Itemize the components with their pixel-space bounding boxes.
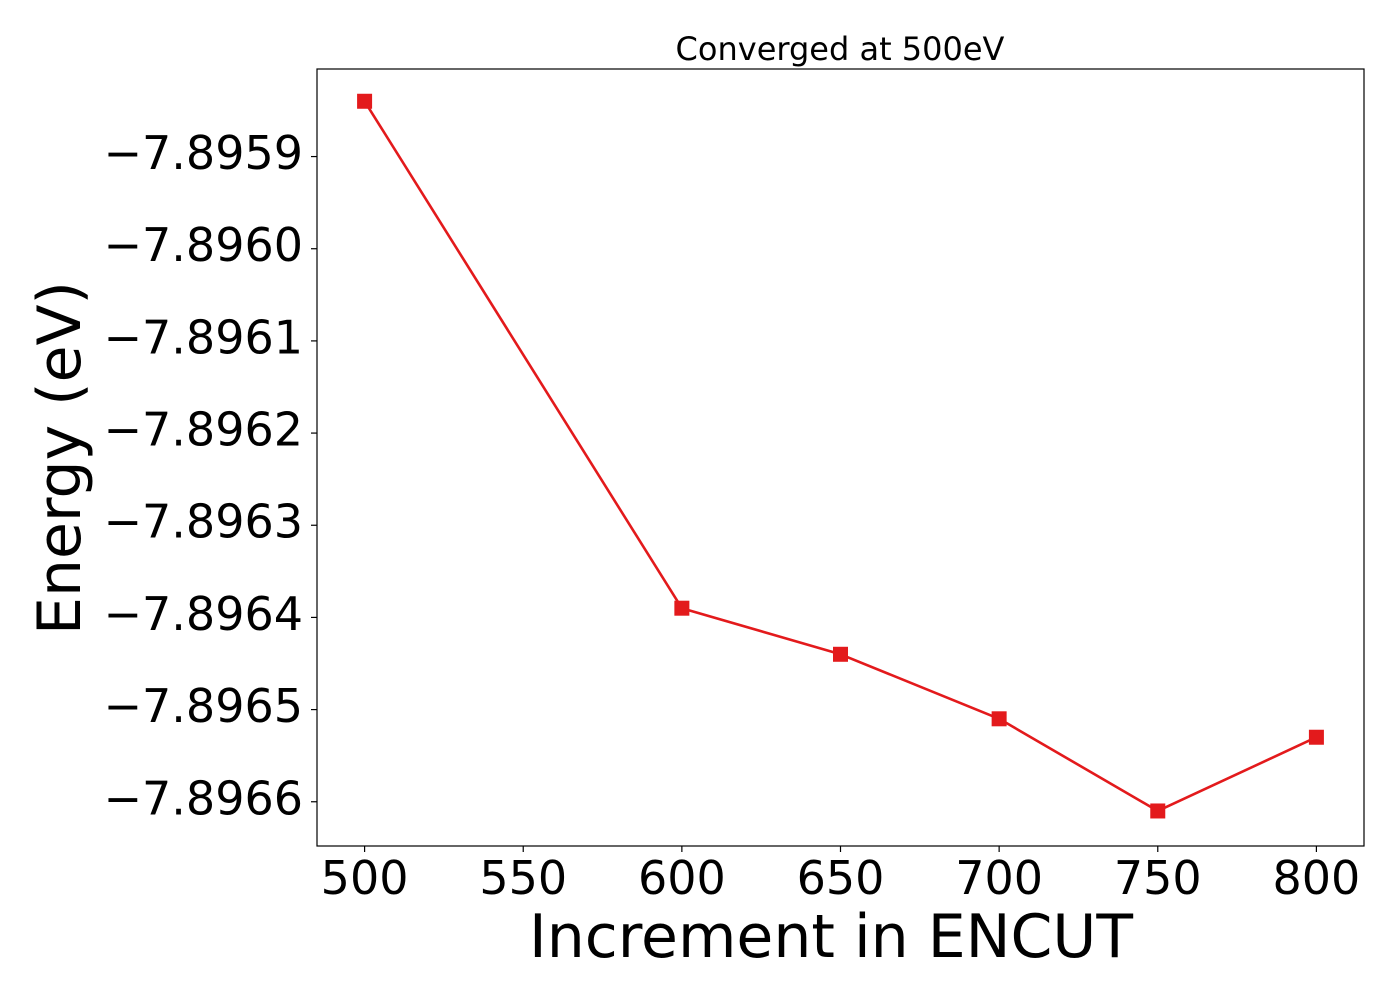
series-layer bbox=[357, 93, 1324, 819]
x-axis-ticks: 500 550 600 650 700 750 800 bbox=[321, 846, 1361, 905]
x-tick-label: 550 bbox=[479, 851, 567, 905]
data-point-600 bbox=[674, 600, 690, 616]
data-point-800 bbox=[1308, 729, 1324, 745]
y-tick-label: −7.8963 bbox=[104, 495, 304, 549]
y-tick-label: −7.8960 bbox=[104, 218, 304, 272]
plot-frame bbox=[316, 68, 1365, 847]
y-axis-ticks: −7.8959 −7.8960 −7.8961 −7.8962 −7.8963 −7.89… bbox=[104, 126, 317, 825]
x-tick-label: 500 bbox=[321, 851, 409, 905]
series-line bbox=[363, 99, 1318, 813]
y-tick-label: −7.8962 bbox=[104, 403, 304, 457]
y-tick-label: −7.8964 bbox=[104, 587, 304, 641]
data-point-750 bbox=[1150, 803, 1166, 819]
chart-title: Converged at 500eV bbox=[676, 30, 1005, 68]
x-tick-label: 600 bbox=[638, 851, 726, 905]
y-tick-label: −7.8966 bbox=[104, 771, 304, 825]
data-point-650 bbox=[833, 646, 848, 662]
x-tick-label: 750 bbox=[1114, 851, 1202, 905]
y-tick-label: −7.8961 bbox=[104, 310, 304, 364]
data-point-500 bbox=[357, 93, 373, 109]
x-tick-label: 800 bbox=[1273, 851, 1361, 905]
x-tick-label: 650 bbox=[797, 851, 885, 905]
y-axis-label: Energy (eV) bbox=[25, 281, 95, 635]
data-point-700 bbox=[991, 711, 1007, 727]
x-axis-label: Increment in ENCUT bbox=[529, 902, 1133, 972]
y-tick-label: −7.8965 bbox=[104, 679, 304, 733]
y-tick-label: −7.8959 bbox=[104, 126, 304, 180]
x-tick-label: 700 bbox=[955, 851, 1043, 905]
